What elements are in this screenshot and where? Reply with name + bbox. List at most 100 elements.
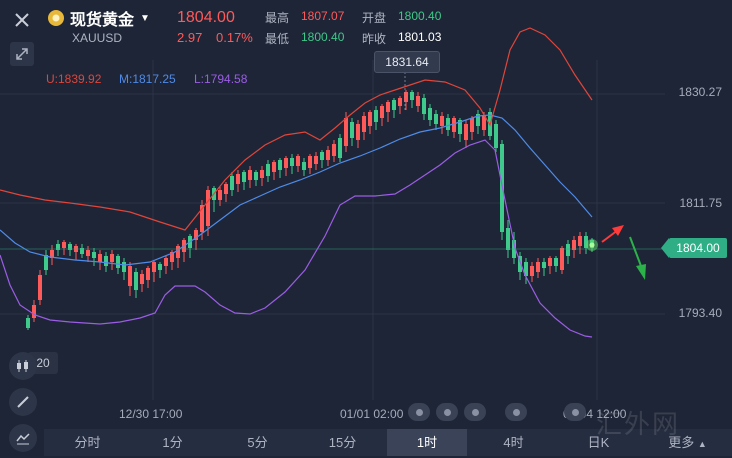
candle-body <box>194 230 198 240</box>
instrument-title: 现货黄金 <box>70 12 135 29</box>
tab-tick[interactable]: 分时 <box>74 435 101 450</box>
low-label: 最低 <box>265 32 290 46</box>
instrument-selector[interactable]: 现货黄金 ▼ <box>48 8 150 29</box>
candle-body <box>554 258 558 266</box>
candle-body <box>218 190 222 200</box>
candle-body <box>56 244 60 250</box>
current-price: 1804.00 <box>177 9 235 26</box>
scroll-control[interactable] <box>564 403 586 421</box>
candle-body <box>164 258 168 266</box>
scroll-control[interactable] <box>436 403 458 421</box>
candle-body <box>584 236 588 248</box>
candle-body <box>308 156 312 168</box>
candle-body <box>446 118 450 130</box>
bollinger-middle-value: M:1817.25 <box>119 72 176 86</box>
tab-15min[interactable]: 15分 <box>328 435 357 450</box>
bollinger-middle-line <box>0 114 593 266</box>
scroll-control[interactable] <box>505 403 527 421</box>
candlestick-icon <box>17 360 28 372</box>
candle-body <box>452 118 456 132</box>
candle-body <box>110 254 114 262</box>
candle-body <box>482 116 486 130</box>
candle-body <box>104 256 108 266</box>
candle-body <box>374 110 378 122</box>
candle-body <box>266 164 270 176</box>
price-change: 2.97 <box>177 30 203 45</box>
fullscreen-button[interactable] <box>10 42 34 66</box>
candle-body <box>98 254 102 262</box>
candle-body <box>404 92 408 102</box>
candle-body <box>128 266 132 286</box>
candle-body <box>326 150 330 160</box>
candle-body <box>338 138 342 158</box>
tab-daily[interactable]: 日K <box>587 435 610 450</box>
high-value: 1807.07 <box>301 9 345 23</box>
scroll-control[interactable] <box>464 403 486 421</box>
candle-body <box>392 100 396 110</box>
crosshair-price-tooltip: 1831.64 <box>374 51 440 73</box>
price-change-percent: 0.17% <box>216 30 253 45</box>
candle-body <box>356 124 360 140</box>
candle-body <box>50 250 54 258</box>
candle-body <box>140 274 144 284</box>
watermark-logo: 汇外网 <box>596 410 681 440</box>
candle-body <box>200 205 204 232</box>
candle-body <box>296 156 300 166</box>
candle-body <box>248 170 252 180</box>
bollinger-upper-line <box>0 27 593 231</box>
prev-close-label: 昨收 <box>362 32 387 46</box>
high-label: 最高 <box>265 11 290 25</box>
up-trend-arrow-icon <box>601 225 624 243</box>
candle-body <box>272 162 276 172</box>
candle-body <box>380 106 384 118</box>
candle-body <box>206 190 210 226</box>
candle-body <box>314 156 318 164</box>
candle-body <box>476 114 480 126</box>
candle-body <box>578 236 582 246</box>
candle-body <box>92 252 96 258</box>
candle-body <box>320 152 324 160</box>
candle-body <box>152 262 156 272</box>
expand-icon <box>16 48 28 60</box>
candle-body <box>38 275 42 300</box>
draw-tool-button[interactable] <box>9 388 37 416</box>
candle-body <box>350 122 354 138</box>
candle-body <box>410 92 414 100</box>
tab-5min[interactable]: 5分 <box>247 435 268 450</box>
candle-body <box>518 256 522 272</box>
candle-body <box>422 98 426 114</box>
tab-4hour[interactable]: 4时 <box>503 435 524 450</box>
low-value: 1800.40 <box>301 30 345 44</box>
candle-body <box>344 118 348 146</box>
candle-body <box>416 96 420 106</box>
candle-body <box>134 272 138 290</box>
candle-body <box>560 248 564 270</box>
tab-more[interactable]: 更多 ▲ <box>660 429 715 456</box>
candle-body <box>368 112 372 126</box>
candle-body <box>146 268 150 280</box>
candle-body <box>566 244 570 256</box>
down-trend-arrow-icon <box>629 236 646 280</box>
candle-body <box>62 242 66 248</box>
candle-body <box>158 264 162 270</box>
chevron-down-icon: ▼ <box>140 12 150 24</box>
candle-body <box>284 158 288 168</box>
candle-body <box>572 240 576 250</box>
candle-body <box>80 248 84 254</box>
candle-body <box>398 98 402 106</box>
close-button[interactable] <box>10 8 34 32</box>
candle-body <box>542 262 546 268</box>
open-label: 开盘 <box>362 11 387 25</box>
current-price-tag: 1804.00 <box>669 238 727 258</box>
candle-body <box>224 184 228 194</box>
scroll-control[interactable] <box>408 403 430 421</box>
candle-body <box>290 158 294 166</box>
tab-1hour[interactable]: 1时 <box>387 429 467 456</box>
candle-body <box>254 172 258 180</box>
candle-type-button[interactable] <box>9 352 37 380</box>
indicator-button[interactable] <box>9 424 37 452</box>
candle-body <box>470 118 474 132</box>
tab-1min[interactable]: 1分 <box>162 435 183 450</box>
candle-body <box>440 116 444 126</box>
